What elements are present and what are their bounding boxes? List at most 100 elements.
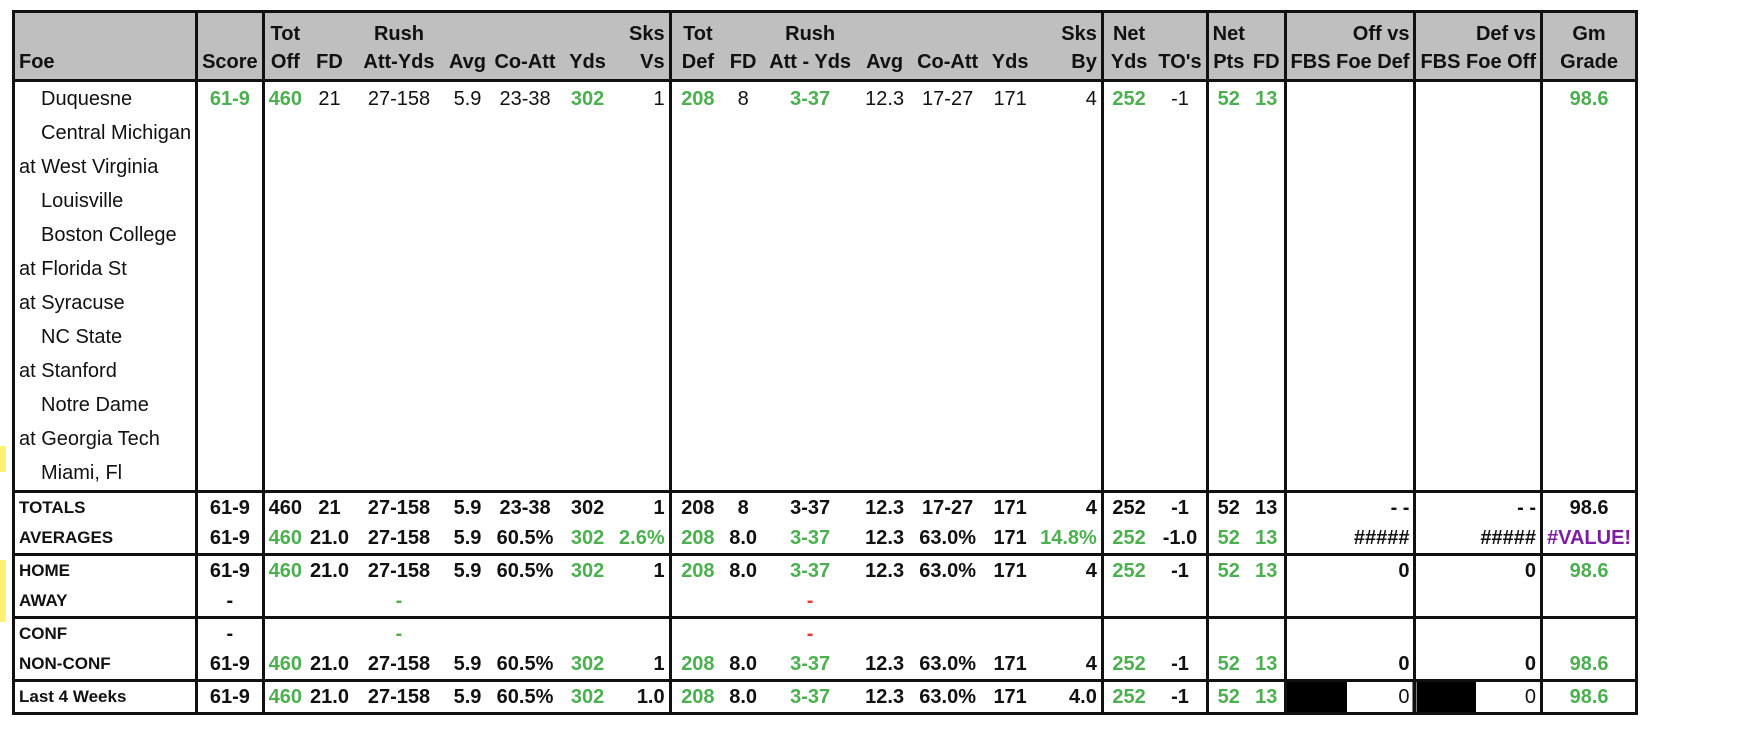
game-stat-cell bbox=[306, 116, 353, 150]
summary-row: AVERAGES 61-9 460 21.0 27-158 5.9 60.5% 302 2.6%… bbox=[11, 523, 1639, 556]
game-stat-cell bbox=[615, 218, 672, 252]
summary-stat-cell: 460 bbox=[263, 649, 307, 682]
summary-stat-cell: 460 bbox=[263, 679, 307, 715]
game-stat-cell bbox=[911, 116, 984, 150]
game-stat-cell bbox=[984, 150, 1036, 184]
game-stat-cell bbox=[490, 388, 560, 422]
summary-stat-cell: ##### bbox=[1285, 523, 1417, 556]
game-stat-cell bbox=[1248, 184, 1287, 218]
opponent-name: Miami, Fl bbox=[11, 456, 199, 493]
game-row: at Georgia Tech bbox=[11, 422, 1639, 456]
summary-stat-cell: 12.3 bbox=[858, 649, 912, 682]
game-stat-cell bbox=[263, 184, 306, 218]
summary-stat-cell bbox=[490, 586, 561, 619]
game-stat-cell bbox=[911, 456, 985, 493]
summary-stat-cell: 98.6 bbox=[1541, 649, 1639, 682]
game-stat-cell bbox=[490, 286, 560, 320]
summary-stat-cell: 3-37 bbox=[790, 559, 831, 582]
game-stat-cell bbox=[1102, 252, 1154, 286]
summary-stat-cell: 1.0 bbox=[615, 679, 672, 715]
game-row: Notre Dame bbox=[11, 388, 1639, 422]
game-stat-cell bbox=[670, 456, 725, 493]
summary-stat-cell: 0 bbox=[1414, 649, 1543, 682]
summary-stat-cell: - bbox=[352, 586, 445, 619]
summary-stat-cell: 1 bbox=[615, 649, 672, 682]
game-stat-cell bbox=[353, 116, 445, 150]
game-stat-cell bbox=[445, 388, 490, 422]
game-stat-cell bbox=[353, 320, 445, 354]
game-stat-cell bbox=[984, 252, 1036, 286]
game-stat-cell bbox=[1102, 422, 1154, 456]
game-stat-cell bbox=[858, 388, 911, 422]
game-stat-cell bbox=[762, 184, 858, 218]
opponent-name: Central Michigan bbox=[11, 116, 199, 150]
summary-stat-cell: 0 bbox=[1414, 679, 1543, 715]
game-stat-cell bbox=[615, 116, 672, 150]
summary-stat-cell: 98.6 bbox=[1541, 679, 1639, 715]
game-stat-cell bbox=[490, 422, 560, 456]
summary-row: HOME 61-9 460 21.0 27-158 5.9 60.5% 302 1 208 8.0 3… bbox=[11, 554, 1639, 586]
header-cell-top: Net bbox=[1102, 10, 1155, 46]
header-cell-top bbox=[444, 10, 491, 46]
game-stat-cell bbox=[560, 422, 615, 456]
summary-stat-cell: 61-9 bbox=[196, 679, 265, 715]
game-stat-cell bbox=[1102, 388, 1154, 422]
game-row: Louisville bbox=[11, 184, 1639, 218]
game-stat-cell bbox=[1154, 218, 1209, 252]
summary-stat-cell: -1.0 bbox=[1154, 523, 1209, 556]
game-stat-cell bbox=[911, 286, 984, 320]
game-stat-cell bbox=[1248, 116, 1287, 150]
game-stat-cell bbox=[1248, 422, 1287, 456]
game-row: at West Virginia bbox=[11, 150, 1639, 184]
summary-stat-cell: 171 bbox=[984, 649, 1037, 682]
game-stat-cell bbox=[1207, 184, 1249, 218]
summary-stat-cell bbox=[1414, 586, 1543, 619]
header-cell-top: Rush bbox=[352, 10, 445, 46]
game-stat-cell bbox=[560, 116, 615, 150]
game-stat-cell bbox=[490, 252, 560, 286]
game-stat-cell bbox=[858, 320, 911, 354]
game-stat-cell bbox=[984, 354, 1036, 388]
game-stat-cell: 252 bbox=[1112, 87, 1146, 110]
game-stat-cell bbox=[911, 184, 984, 218]
summary-stat-cell: 0 bbox=[1285, 679, 1417, 715]
header-cell-top bbox=[560, 10, 616, 46]
summary-stat-cell: 460 bbox=[263, 523, 307, 556]
game-stat-cell bbox=[306, 320, 353, 354]
game-stat-cell bbox=[1207, 150, 1249, 184]
game-row: at Florida St bbox=[11, 252, 1639, 286]
game-stat-cell bbox=[724, 422, 762, 456]
game-stat-cell bbox=[1207, 286, 1249, 320]
game-stat-cell bbox=[1414, 388, 1543, 422]
game-stat-cell bbox=[445, 116, 490, 150]
summary-stat-cell bbox=[263, 618, 306, 650]
game-stat-cell bbox=[306, 218, 353, 252]
game-stat-cell bbox=[762, 456, 859, 493]
game-stat-cell bbox=[984, 116, 1036, 150]
game-stat-cell bbox=[1285, 354, 1417, 388]
summary-stat-cell: 302 bbox=[560, 649, 616, 682]
game-stat-cell bbox=[762, 116, 858, 150]
game-stat-cell bbox=[984, 456, 1037, 493]
summary-stat-cell: 3-37 bbox=[790, 496, 831, 519]
game-stat-cell bbox=[1414, 456, 1543, 493]
game-stat-cell bbox=[670, 354, 724, 388]
game-stat-cell bbox=[445, 184, 490, 218]
header-cell: Avg bbox=[858, 46, 912, 82]
summary-stat-cell bbox=[615, 586, 672, 619]
game-stat-cell bbox=[1541, 388, 1639, 422]
summary-stat-cell: 1 bbox=[615, 554, 672, 586]
summary-stat-cell: 0 bbox=[1285, 554, 1417, 586]
game-stat-cell bbox=[1036, 422, 1104, 456]
summary-stat-cell: 63.0% bbox=[919, 559, 976, 582]
game-stat-cell bbox=[911, 354, 984, 388]
game-stat-cell bbox=[490, 456, 561, 493]
header-cell: FD bbox=[724, 46, 763, 82]
game-stat-cell bbox=[445, 354, 490, 388]
game-stat-cell bbox=[445, 422, 490, 456]
game-stat-cell bbox=[911, 320, 984, 354]
game-stat-cell: 61-9 bbox=[196, 80, 265, 116]
summary-stat-cell: 302 bbox=[570, 559, 605, 582]
summary-stat-cell: 171 bbox=[993, 559, 1027, 582]
summary-stat-cell bbox=[1207, 586, 1249, 619]
